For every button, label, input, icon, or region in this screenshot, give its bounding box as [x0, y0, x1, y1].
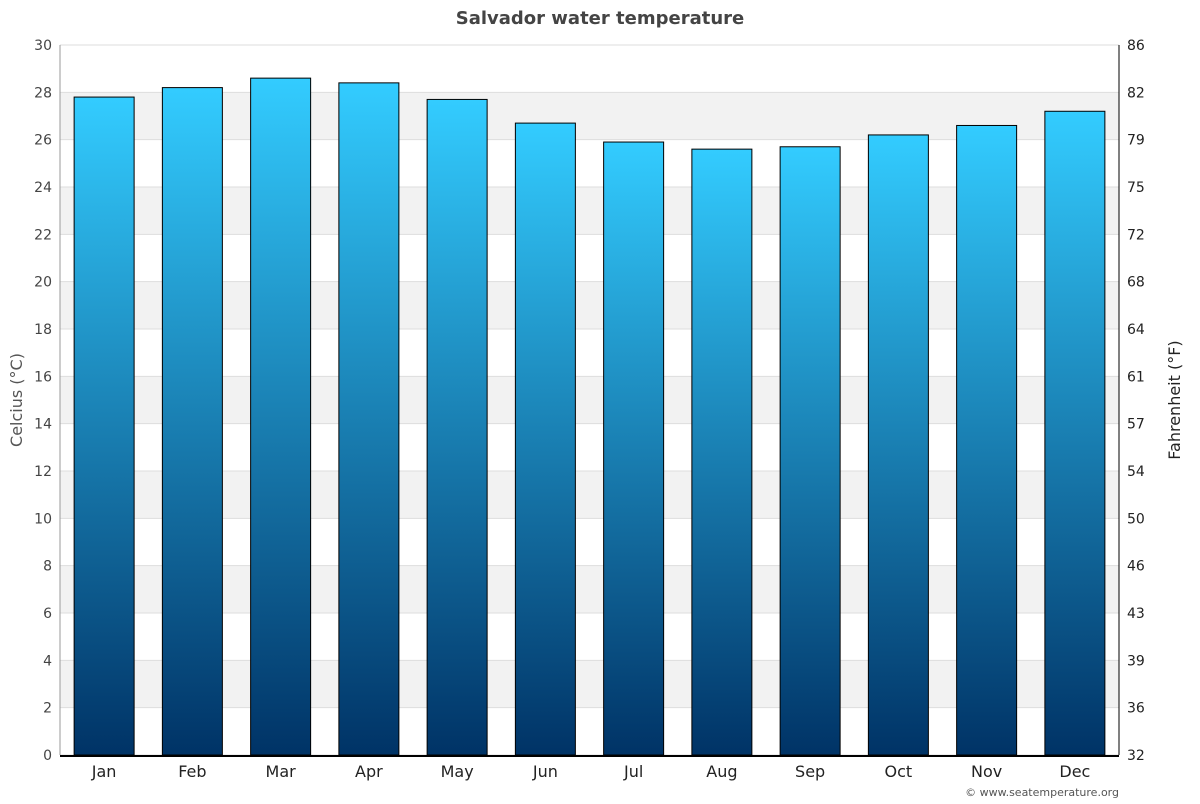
y2-axis-label: Fahrenheit (°F) [1165, 340, 1184, 459]
y2-tick-label: 61 [1127, 369, 1145, 385]
y-tick-label: 0 [43, 748, 52, 764]
y-tick-label: 26 [34, 133, 52, 149]
y2-tick-label: 75 [1127, 180, 1145, 196]
bar-apr [338, 82, 400, 756]
y-tick-label: 8 [43, 559, 52, 575]
x-tick-label: Nov [971, 762, 1002, 781]
y2-tick-label: 32 [1127, 748, 1145, 764]
x-tick-label: Aug [706, 762, 737, 781]
x-tick-label: Mar [266, 762, 297, 781]
x-tick-label: Dec [1059, 762, 1090, 781]
y2-tick-label: 82 [1127, 85, 1145, 101]
y-tick-label: 6 [43, 606, 52, 622]
grid-band [60, 471, 1119, 519]
y-tick-label: 20 [34, 275, 52, 291]
credit-link[interactable]: © www.seatemperature.org [965, 786, 1119, 799]
y-tick-label: 30 [34, 38, 52, 54]
bar-mar [250, 77, 312, 756]
y2-tick-label: 54 [1127, 464, 1145, 480]
y-tick-label: 16 [34, 369, 52, 385]
grid-band [60, 281, 1119, 329]
y-tick-label: 2 [43, 701, 52, 717]
y-tick-label: 22 [34, 227, 52, 243]
grid-band [60, 565, 1119, 613]
x-tick-label: Jan [91, 762, 117, 781]
y2-tick-label: 39 [1127, 653, 1145, 669]
y2-tick-label: 46 [1127, 559, 1145, 575]
y2-tick-label: 43 [1127, 606, 1145, 622]
x-tick-label: Sep [795, 762, 825, 781]
bar-oct [867, 134, 929, 756]
grid-band [60, 187, 1119, 235]
bar-dec [1044, 110, 1106, 756]
y-axis-label: Celcius (°C) [7, 353, 26, 447]
y-tick-label: 24 [34, 180, 52, 196]
y-tick-label: 18 [34, 322, 52, 338]
bar-jan [73, 96, 135, 756]
y2-tick-label: 36 [1127, 701, 1145, 717]
bar-aug [691, 148, 753, 756]
y2-tick-label: 79 [1127, 133, 1145, 149]
y2-tick-label: 57 [1127, 417, 1145, 433]
y-tick-label: 10 [34, 511, 52, 527]
bar-may [426, 98, 488, 756]
x-tick-label: Feb [178, 762, 206, 781]
bar-nov [956, 124, 1018, 756]
grid-band [60, 376, 1119, 424]
bar-jul [603, 141, 665, 756]
grid-band [60, 92, 1119, 140]
y2-tick-label: 68 [1127, 275, 1145, 291]
y2-tick-label: 64 [1127, 322, 1145, 338]
y2-tick-label: 72 [1127, 227, 1145, 243]
x-tick-label: Jun [532, 762, 558, 781]
x-tick-label: Jul [623, 762, 643, 781]
x-tick-label: May [441, 762, 474, 781]
chart-title: Salvador water temperature [456, 8, 744, 29]
y-tick-label: 12 [34, 464, 52, 480]
bar-sep [779, 146, 841, 756]
bar-jun [514, 122, 576, 756]
x-tick-label: Oct [885, 762, 913, 781]
grid-band [60, 660, 1119, 708]
y-tick-label: 14 [34, 417, 52, 433]
y2-tick-label: 50 [1127, 511, 1145, 527]
y-tick-label: 28 [34, 85, 52, 101]
y-tick-label: 4 [43, 653, 52, 669]
bar-feb [161, 87, 223, 756]
x-tick-label: Apr [355, 762, 383, 781]
y2-tick-label: 86 [1127, 38, 1145, 54]
